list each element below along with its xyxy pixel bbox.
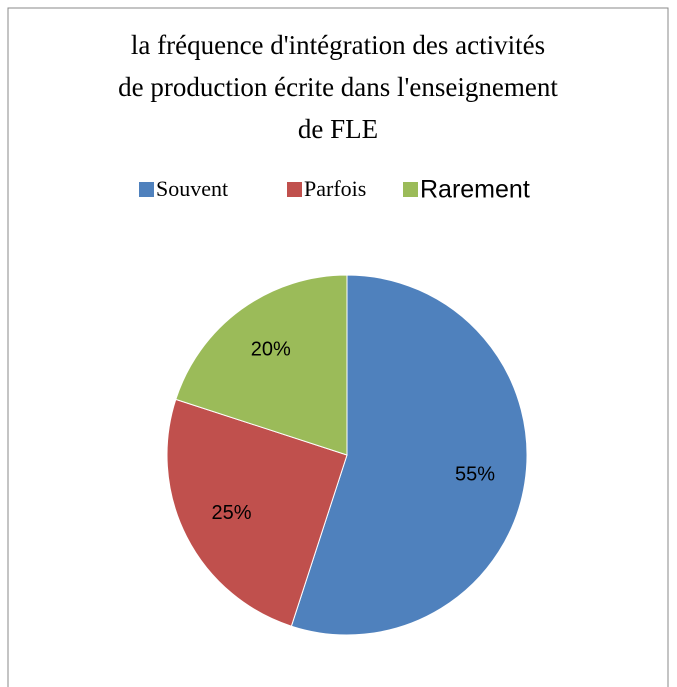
legend-swatch: [287, 182, 302, 197]
legend-label: Souvent: [156, 176, 228, 201]
legend-label: Parfois: [304, 176, 366, 201]
pie-slice: [166, 398, 348, 627]
legend-label: Rarement: [420, 176, 530, 204]
chart-title: de production écrite dans l'enseignement: [118, 72, 558, 102]
pie-slice: [175, 274, 348, 456]
chart-title: la fréquence d'intégration des activités: [131, 30, 545, 60]
data-label: 20%: [251, 338, 291, 360]
pie-slice: [290, 274, 528, 636]
legend-swatch: [139, 182, 154, 197]
data-label: 25%: [212, 502, 252, 524]
chart-title: de FLE: [298, 114, 378, 144]
data-label: 55%: [455, 464, 495, 486]
legend-swatch: [403, 182, 418, 197]
